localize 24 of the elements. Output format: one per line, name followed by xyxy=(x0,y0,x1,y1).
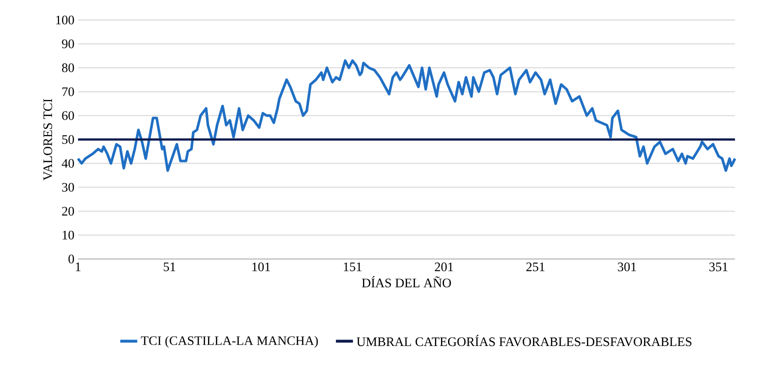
x-tick-label: 1 xyxy=(76,262,80,272)
y-tick-label: 100 xyxy=(56,16,74,24)
line-series xyxy=(76,59,736,172)
y-tick-label: 60 xyxy=(62,111,74,120)
x-tick-label: 251 xyxy=(526,262,544,272)
x-tick-label: 201 xyxy=(434,262,453,272)
x-tick-label: 151 xyxy=(344,262,362,272)
y-tick-label: 90 xyxy=(62,40,74,48)
y-tick-label: 10 xyxy=(62,230,74,240)
x-tick-label: 51 xyxy=(164,262,176,272)
legend-label: TCI (CASTILLA-LA MANCHA) xyxy=(140,336,318,348)
y-tick-label: 20 xyxy=(62,206,74,216)
y-tick-label: 30 xyxy=(62,182,74,192)
y-tick-label: 70 xyxy=(62,87,74,96)
y-tick-label: 0 xyxy=(68,254,74,264)
legend-label: UMBRAL CATEGORÍAS FAVORABLES-DESFAVORABLES xyxy=(356,334,692,346)
y-tick-label: 50 xyxy=(62,135,74,144)
x-tick-label: 101 xyxy=(252,262,270,272)
y-tick-label: 80 xyxy=(62,63,74,72)
y-axis-title: VALORES TCI xyxy=(43,98,52,180)
x-axis-title: DÍAS DEL AÑO xyxy=(362,276,451,288)
y-tick-label: 40 xyxy=(62,159,74,168)
x-tick-label: 301 xyxy=(618,262,636,272)
x-tick-label: 351 xyxy=(709,262,728,272)
